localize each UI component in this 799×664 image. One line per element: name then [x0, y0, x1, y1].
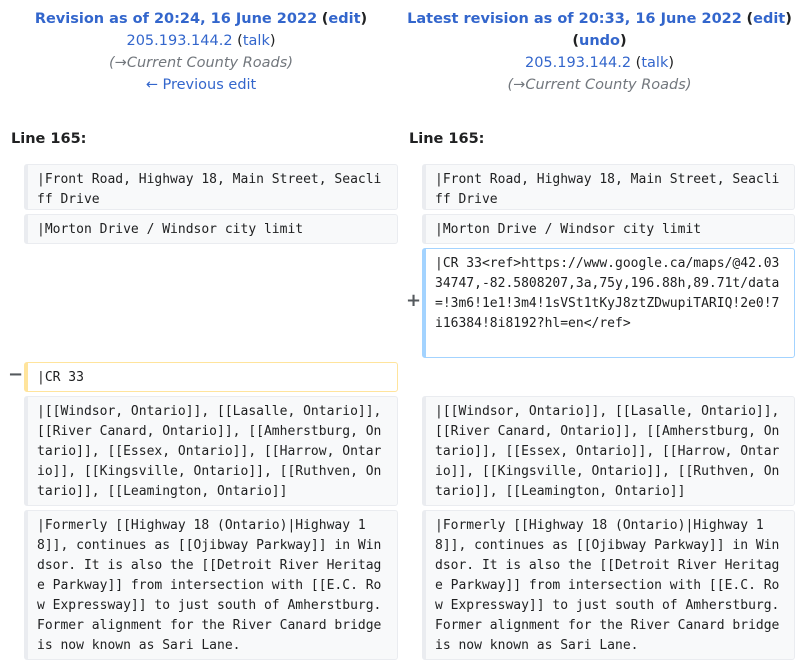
context-line-left: |Front Road, Highway 18, Main Street, Se…: [24, 164, 398, 210]
new-revision-user-link[interactable]: 205.193.144.2: [524, 55, 632, 71]
old-revision-user-line: 205.193.144.2 (talk): [126, 33, 276, 49]
new-revision-talk-link[interactable]: talk: [641, 55, 669, 71]
undo-link[interactable]: undo: [579, 33, 620, 49]
new-revision-title-line: Latest revision as of 20:33, 16 June 202…: [407, 11, 792, 27]
old-revision-user-link[interactable]: 205.193.144.2: [126, 33, 233, 49]
removed-line: |CR 33: [24, 362, 398, 392]
context-line-right: |Front Road, Highway 18, Main Street, Se…: [422, 164, 795, 210]
old-revision-header: Revision as of 20:24, 16 June 2022 (edit…: [0, 8, 402, 96]
previous-edit-link[interactable]: ← Previous edit: [145, 77, 257, 93]
added-line-marker: +: [406, 290, 422, 311]
section-arrow-link[interactable]: →: [513, 77, 526, 93]
old-revision-link[interactable]: Revision as of 20:24, 16 June 2022: [34, 11, 318, 27]
new-revision-edit-link[interactable]: edit: [753, 11, 786, 27]
context-line-left: |Formerly [[Highway 18 (Ontario)|Highway…: [24, 510, 398, 660]
removed-line-marker: −: [8, 364, 24, 385]
old-revision-title-line: Revision as of 20:24, 16 June 2022 (edit…: [34, 11, 368, 27]
edit-summary-text: Current County Roads: [126, 55, 288, 71]
new-revision-header: Latest revision as of 20:33, 16 June 202…: [400, 8, 799, 96]
old-revision-edit-link[interactable]: edit: [328, 11, 361, 27]
context-line-right: |Morton Drive / Windsor city limit: [422, 214, 795, 244]
added-line: |CR 33<ref>https://www.google.ca/maps/@4…: [422, 248, 795, 358]
old-revision-talk-link[interactable]: talk: [242, 33, 270, 49]
line-number-right: Line 165:: [409, 131, 485, 147]
context-line-left: |[[Windsor, Ontario]], [[Lasalle, Ontari…: [24, 396, 398, 506]
edit-summary-text: Current County Roads: [525, 77, 686, 93]
new-revision-user-line: 205.193.144.2 (talk): [524, 55, 675, 71]
old-revision-summary: (→Current County Roads): [109, 55, 293, 71]
line-number-left: Line 165:: [11, 131, 87, 147]
new-revision-link[interactable]: Latest revision as of 20:33, 16 June 202…: [407, 11, 742, 27]
context-line-right: |[[Windsor, Ontario]], [[Lasalle, Ontari…: [422, 396, 795, 506]
context-line-right: |Formerly [[Highway 18 (Ontario)|Highway…: [422, 510, 795, 660]
new-revision-summary: (→Current County Roads): [507, 77, 692, 93]
context-line-left: |Morton Drive / Windsor city limit: [24, 214, 398, 244]
section-arrow-link[interactable]: →: [114, 55, 127, 71]
